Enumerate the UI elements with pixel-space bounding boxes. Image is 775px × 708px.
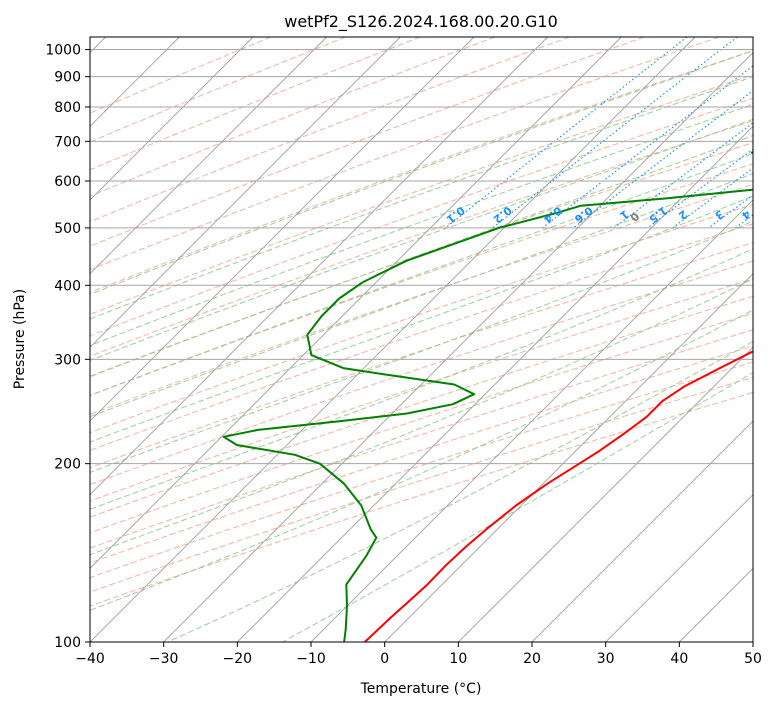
x-tick-label: −40 xyxy=(75,651,105,667)
x-tick-label: 40 xyxy=(670,651,688,667)
isotherm-line xyxy=(458,346,753,642)
moist-adiabat-line xyxy=(90,278,753,556)
isotherm-line xyxy=(90,37,475,422)
isotherm-line xyxy=(90,37,401,348)
y-tick-label: 300 xyxy=(54,352,81,368)
y-tick-label: 800 xyxy=(54,100,81,116)
x-tick-label: 20 xyxy=(523,651,541,667)
isotherm-line xyxy=(90,37,548,496)
dry-adiabat-line xyxy=(90,391,753,607)
isobars xyxy=(90,49,753,642)
isotherms xyxy=(90,37,753,642)
y-tick-label: 700 xyxy=(54,134,81,150)
dry-adiabat-line xyxy=(90,37,272,114)
isotherm-line xyxy=(237,125,753,642)
dry-adiabat-line xyxy=(90,203,753,434)
y-tick-label: 200 xyxy=(54,457,81,473)
plot-area: -100-90-80-70-60-50-40-30-20-100.10.20.4… xyxy=(90,37,753,642)
isotherm-line xyxy=(605,494,753,642)
isotherm-line xyxy=(90,37,696,642)
isotherm-line xyxy=(384,273,753,642)
dry-adiabat-line xyxy=(90,37,645,247)
dry-adiabat-line xyxy=(90,37,496,197)
dry-adiabat-line xyxy=(90,74,753,315)
x-axis-label: Temperature (°C) xyxy=(360,681,482,697)
moist-adiabat-line xyxy=(90,220,753,473)
dry-adiabat-line xyxy=(90,345,753,564)
dry-adiabat-line xyxy=(90,242,753,469)
temperature-line xyxy=(364,350,753,642)
plot-background xyxy=(90,37,753,642)
y-tick-label: 1000 xyxy=(45,43,81,59)
dry-adiabat-line xyxy=(90,37,346,143)
x-tick-label: 50 xyxy=(744,651,762,667)
isotherm-line xyxy=(531,420,753,642)
y-tick-label: 400 xyxy=(54,278,81,294)
isotherm-line xyxy=(90,37,327,275)
x-tick-label: −20 xyxy=(223,651,253,667)
isotherm-line xyxy=(163,52,753,642)
y-tick-label: 600 xyxy=(54,174,81,190)
x-tick-label: 30 xyxy=(597,651,615,667)
moist-adiabats xyxy=(90,50,753,642)
dry-adiabat-line xyxy=(90,163,753,397)
y-tick-label: 500 xyxy=(54,221,81,237)
y-axis-label: Pressure (hPa) xyxy=(12,289,28,389)
x-tick-label: −30 xyxy=(149,651,179,667)
x-tick-label: −10 xyxy=(296,651,326,667)
isotherm-line xyxy=(90,37,622,569)
moist-adiabat-line xyxy=(90,309,753,611)
isotherm-line xyxy=(90,37,254,201)
sounding-profiles xyxy=(222,151,753,642)
dry-adiabat-line xyxy=(90,278,753,502)
moist-adiabat-line xyxy=(90,118,753,361)
dry-adiabat-line xyxy=(90,376,753,593)
chart-title: wetPf2_S126.2024.168.00.20.G10 xyxy=(284,12,558,32)
dewpoint-line xyxy=(222,151,753,642)
mixing-ratio-line xyxy=(572,89,753,229)
moist-adiabat-line xyxy=(90,195,753,443)
dry-adiabat-line xyxy=(90,37,720,271)
dry-adiabat-line xyxy=(90,329,753,549)
isotherm-line xyxy=(310,199,753,642)
y-tick-label: 100 xyxy=(54,635,81,651)
mixing-ratio-line xyxy=(542,65,753,229)
plot-frame xyxy=(89,36,754,643)
isotherm-line xyxy=(752,641,753,642)
dry-adiabat-line xyxy=(90,97,753,337)
moist-adiabat-line xyxy=(90,50,753,295)
x-tick-label: 0 xyxy=(380,651,389,667)
x-tick-label: 10 xyxy=(449,651,467,667)
dry-adiabat-line xyxy=(90,37,570,223)
dry-adiabat-line xyxy=(90,50,753,294)
mixing-ratio-line xyxy=(672,167,753,229)
y-tick-label: 900 xyxy=(54,70,81,86)
axes: −40 −30 −20 −10 0 10 20 30 40 50 100 200 300 400 500 60… xyxy=(45,43,762,667)
dry-adiabat-line xyxy=(90,295,753,518)
